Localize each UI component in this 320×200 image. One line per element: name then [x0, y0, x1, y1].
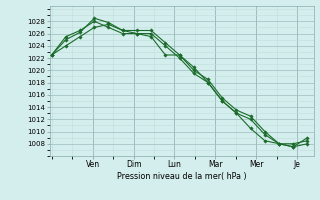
- X-axis label: Pression niveau de la mer( hPa ): Pression niveau de la mer( hPa ): [117, 172, 246, 181]
